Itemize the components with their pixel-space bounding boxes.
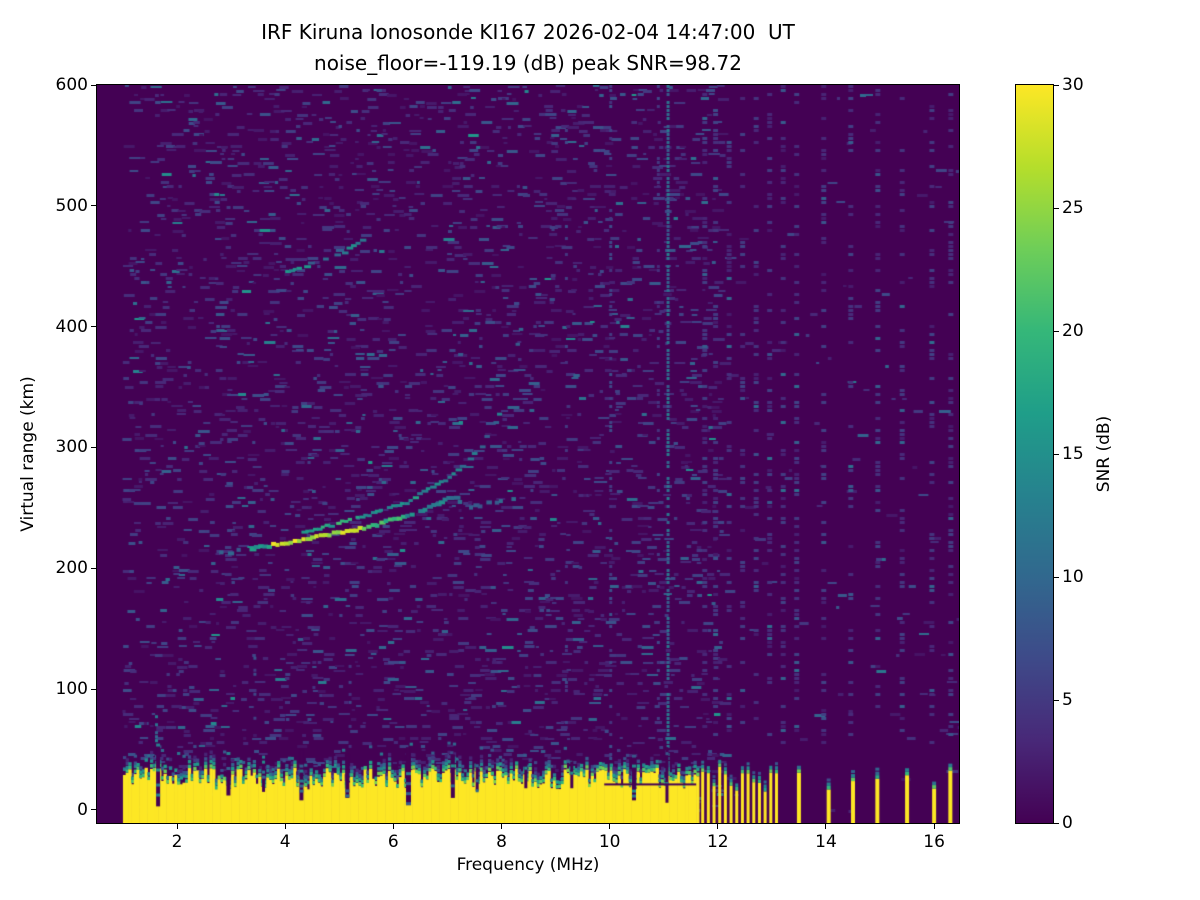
y-tick-mark <box>91 84 96 86</box>
y-tick-label: 500 <box>55 195 88 216</box>
x-tick-mark <box>176 824 178 829</box>
x-axis-label: Frequency (MHz) <box>456 855 600 875</box>
colorbar <box>1015 84 1054 824</box>
y-tick-label: 300 <box>55 437 88 458</box>
x-tick-label: 16 <box>923 832 945 852</box>
colorbar-tick-label: 15 <box>1062 444 1084 464</box>
y-tick-label: 100 <box>55 679 88 700</box>
y-tick-label: 400 <box>55 316 88 337</box>
x-tick-mark <box>825 824 827 829</box>
y-axis-label: Virtual range (km) <box>18 376 38 532</box>
x-tick-mark <box>284 824 286 829</box>
x-tick-label: 12 <box>706 832 729 852</box>
y-tick-label: 200 <box>55 558 88 579</box>
x-tick-label: 2 <box>171 832 183 852</box>
x-tick-mark <box>501 824 502 829</box>
colorbar-tick-label: 30 <box>1062 75 1084 95</box>
chart-title-line2: noise_floor=-119.19 (dB) peak SNR=98.72 <box>314 51 742 75</box>
colorbar-tick-mark <box>1054 822 1059 824</box>
colorbar-tick-mark <box>1054 453 1059 455</box>
y-tick-mark <box>91 205 96 207</box>
colorbar-tick-mark <box>1054 330 1059 332</box>
x-tick-label: 6 <box>387 832 399 852</box>
colorbar-tick-label: 0 <box>1062 813 1073 833</box>
x-tick-label: 4 <box>279 832 291 852</box>
x-tick-mark <box>717 824 719 829</box>
colorbar-tick-label: 20 <box>1062 321 1084 341</box>
colorbar-tick-mark <box>1054 84 1059 86</box>
colorbar-tick-label: 25 <box>1062 198 1084 218</box>
colorbar-tick-mark <box>1054 576 1059 578</box>
ionogram-heatmap-canvas <box>97 85 959 823</box>
y-tick-mark <box>91 809 96 811</box>
plot-axes-frame <box>96 84 960 824</box>
x-tick-label: 14 <box>815 832 837 852</box>
y-tick-mark <box>91 326 96 328</box>
colorbar-tick-label: 5 <box>1062 690 1073 710</box>
colorbar-tick-label: 10 <box>1062 567 1084 587</box>
x-tick-label: 10 <box>598 832 621 852</box>
y-tick-label: 0 <box>77 799 88 820</box>
colorbar-tick-mark <box>1054 207 1059 209</box>
chart-title-line1: IRF Kiruna Ionosonde KI167 2026-02-04 14… <box>261 20 795 44</box>
x-tick-mark <box>392 824 394 829</box>
y-tick-mark <box>91 446 96 448</box>
y-tick-mark <box>91 567 96 569</box>
x-tick-label: 8 <box>496 832 507 852</box>
y-tick-label: 600 <box>55 75 88 95</box>
x-tick-mark <box>933 824 935 829</box>
colorbar-tick-mark <box>1054 699 1059 701</box>
y-tick-mark <box>91 688 96 690</box>
x-tick-mark <box>609 824 611 829</box>
